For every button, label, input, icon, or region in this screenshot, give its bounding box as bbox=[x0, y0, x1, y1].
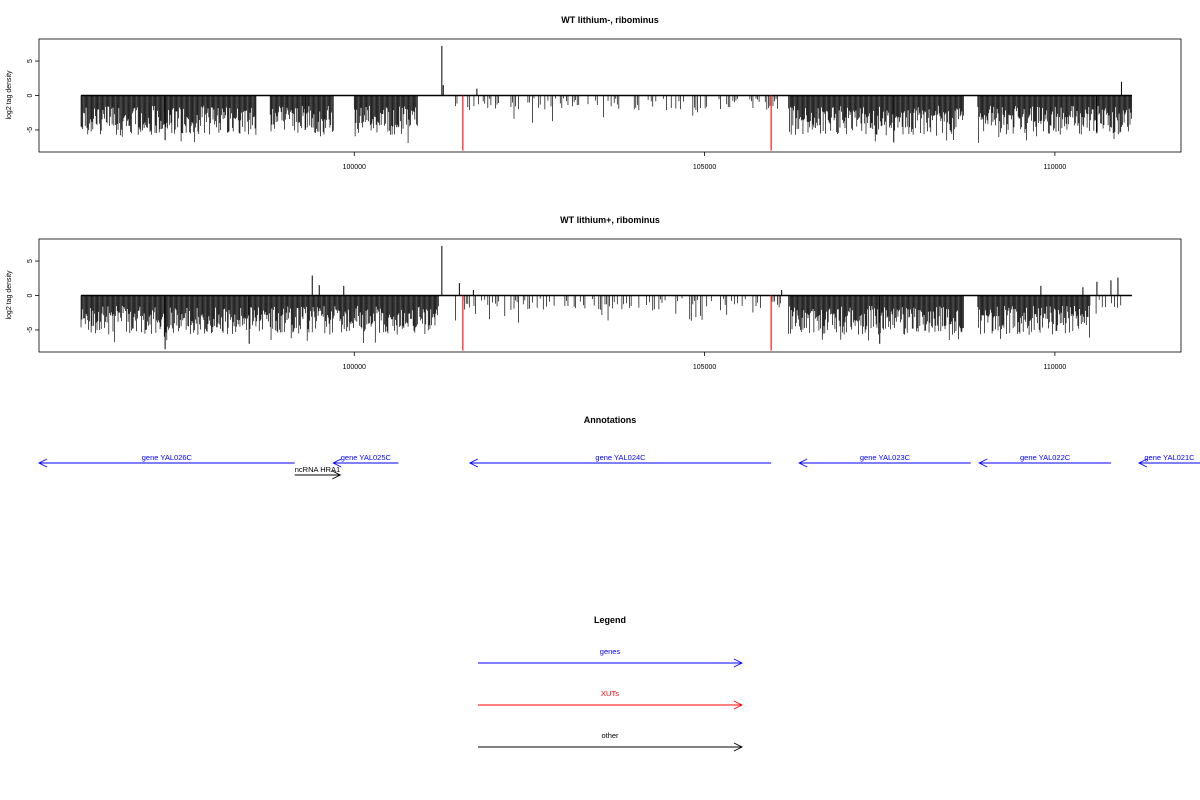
arrow-head bbox=[733, 700, 744, 710]
y-axis: 5 0 -5 bbox=[27, 259, 39, 333]
y-axis-label: log2 tag density bbox=[6, 270, 13, 320]
y-axis-label: log2 tag density bbox=[6, 70, 13, 120]
arrow-head bbox=[798, 458, 808, 468]
legend-title: Legend bbox=[594, 615, 626, 625]
feature-label: gene YAL025C bbox=[341, 453, 392, 462]
signal-bars bbox=[80, 45, 1133, 151]
panel-title: WT lithium+, ribominus bbox=[560, 215, 660, 225]
y-tick-label: 0 bbox=[27, 293, 34, 297]
x-tick-label: 110000 bbox=[1043, 364, 1066, 371]
y-axis: 5 0 -5 bbox=[27, 59, 39, 133]
arrow-head bbox=[1137, 458, 1148, 468]
feature-label: gene YAL023C bbox=[860, 453, 911, 462]
feature-label: gene YAL021C bbox=[1144, 453, 1195, 462]
x-tick-label: 105000 bbox=[693, 164, 716, 171]
legend-label: genes bbox=[600, 647, 621, 656]
legend-items: genes XUTs other bbox=[478, 647, 744, 752]
feature-label: ncRNA HRA1 bbox=[295, 465, 340, 474]
feature-label: gene YAL026C bbox=[142, 453, 193, 462]
track-panel-lithium-minus: WT lithium-, ribominus log2 tag density … bbox=[6, 15, 1182, 171]
feature-label: gene YAL024C bbox=[595, 453, 646, 462]
y-tick-label: 5 bbox=[27, 59, 34, 63]
legend-panel: Legend genes XUTs other bbox=[478, 615, 744, 752]
x-axis: 100000 105000 110000 bbox=[343, 152, 1066, 171]
arrow-head bbox=[37, 458, 48, 468]
track-panel-lithium-plus: WT lithium+, ribominus log2 tag density … bbox=[6, 215, 1182, 371]
x-tick-label: 100000 bbox=[343, 364, 366, 371]
y-tick-label: 5 bbox=[27, 259, 34, 263]
arrow-head bbox=[978, 458, 988, 468]
y-tick-label: -5 bbox=[27, 127, 34, 133]
panel-title: WT lithium-, ribominus bbox=[561, 15, 659, 25]
legend-label: XUTs bbox=[601, 689, 619, 698]
x-tick-label: 105000 bbox=[693, 364, 716, 371]
arrow-head bbox=[733, 658, 744, 668]
annotations-title: Annotations bbox=[584, 415, 637, 425]
y-tick-label: 0 bbox=[27, 93, 34, 97]
x-tick-label: 110000 bbox=[1043, 164, 1066, 171]
signal-bars bbox=[80, 245, 1132, 351]
feature-label: gene YAL022C bbox=[1020, 453, 1071, 462]
arrow-head bbox=[733, 742, 744, 752]
arrow-head bbox=[332, 470, 342, 480]
x-tick-label: 100000 bbox=[343, 164, 366, 171]
y-tick-label: -5 bbox=[27, 327, 34, 333]
x-axis: 100000 105000 110000 bbox=[343, 352, 1066, 371]
legend-label: other bbox=[601, 731, 619, 740]
arrow-head bbox=[468, 458, 479, 468]
arrow-head bbox=[332, 458, 342, 468]
